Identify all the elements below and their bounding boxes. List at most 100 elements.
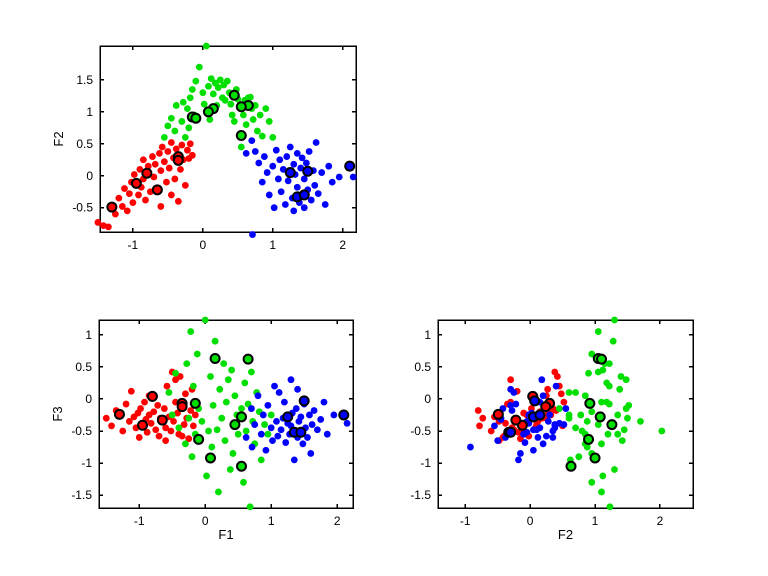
data-point-green <box>264 430 272 438</box>
data-point-blue <box>242 434 250 441</box>
data-point-blue <box>343 419 351 427</box>
data-point-blue <box>248 405 255 412</box>
data-point-green <box>172 102 180 109</box>
data-point-blue <box>274 175 282 183</box>
data-point-red <box>104 223 112 231</box>
y-tick-label: -0.5 <box>410 424 431 438</box>
data-point-blue <box>552 382 560 390</box>
data-point-red <box>507 376 515 384</box>
data-point-red-highlighted <box>146 390 158 402</box>
data-point-green <box>171 127 179 135</box>
data-point-blue-highlighted <box>529 395 541 407</box>
data-point-blue <box>248 137 256 144</box>
data-point-green <box>603 379 611 387</box>
data-point-green <box>625 401 633 409</box>
data-point-green <box>181 134 189 141</box>
data-point-red <box>129 199 137 206</box>
data-point-green-highlighted <box>583 433 595 445</box>
data-point-green <box>242 121 250 129</box>
data-point-red <box>135 434 143 441</box>
data-point-red <box>111 210 119 218</box>
data-point-red <box>102 414 110 422</box>
data-point-blue <box>287 376 295 384</box>
data-point-blue <box>313 426 321 434</box>
data-point-blue <box>507 401 515 409</box>
data-point-blue <box>335 173 343 181</box>
data-point-green-highlighted <box>209 352 221 364</box>
data-point-green <box>575 453 583 461</box>
data-point-green <box>604 430 612 438</box>
data-point-red <box>185 435 193 443</box>
data-point-green <box>192 77 200 85</box>
data-point-blue <box>312 139 320 146</box>
data-point-blue <box>274 432 282 440</box>
data-point-blue <box>325 162 333 170</box>
data-point-blue <box>306 411 313 419</box>
data-point-blue <box>494 437 502 445</box>
data-point-green <box>214 84 222 91</box>
data-point-red <box>162 424 170 432</box>
data-point-green <box>238 405 245 412</box>
data-point-green <box>242 427 250 435</box>
data-point-red <box>544 385 552 393</box>
data-point-blue <box>349 173 357 181</box>
data-point-blue-highlighted <box>298 395 310 407</box>
x-tick-label: -1 <box>134 514 145 528</box>
data-point-red <box>158 143 166 151</box>
data-point-green <box>565 411 573 419</box>
data-point-red <box>94 219 102 226</box>
data-point-green <box>215 488 222 496</box>
data-point-red <box>127 387 135 395</box>
data-point-green <box>202 42 210 50</box>
data-point-green <box>228 111 236 119</box>
data-point-blue <box>515 456 522 464</box>
data-point-red <box>143 428 151 436</box>
data-point-green <box>246 93 254 101</box>
data-point-green <box>618 437 626 445</box>
data-point-green <box>598 440 605 448</box>
data-point-blue <box>270 204 278 212</box>
data-point-red <box>135 191 142 199</box>
data-point-red <box>174 197 182 205</box>
data-point-green <box>555 405 563 412</box>
data-point-green <box>193 350 201 358</box>
data-point-green <box>581 392 589 400</box>
data-point-green <box>572 424 579 432</box>
data-point-green-highlighted <box>190 112 202 124</box>
data-point-blue <box>276 156 284 164</box>
y-tick-label: 1 <box>85 328 92 342</box>
data-point-green <box>227 100 235 108</box>
data-point-blue <box>521 439 529 446</box>
data-point-green <box>207 75 215 82</box>
data-point-blue-highlighted <box>298 189 310 201</box>
data-point-red-highlighted <box>106 201 118 213</box>
data-point-green <box>224 376 232 384</box>
axes-box <box>98 319 354 509</box>
data-point-red <box>149 153 156 160</box>
data-point-red <box>119 427 127 435</box>
data-point-green <box>167 114 175 122</box>
y-tick-label: -1.5 <box>71 488 92 502</box>
data-point-green <box>616 385 624 393</box>
data-point-green <box>216 385 224 393</box>
data-point-green <box>187 328 195 335</box>
data-point-red-highlighted <box>510 414 522 426</box>
data-point-red <box>141 398 148 406</box>
data-point-green <box>239 111 247 119</box>
data-point-blue <box>249 231 256 238</box>
data-point-green <box>216 76 224 84</box>
data-point-blue <box>328 178 336 186</box>
data-point-red <box>160 158 168 166</box>
data-point-green-highlighted <box>589 452 601 464</box>
data-point-green <box>588 408 596 416</box>
data-point-green-highlighted <box>594 411 606 423</box>
data-point-red <box>157 203 165 210</box>
data-point-red <box>139 156 147 164</box>
data-point-blue <box>304 434 311 441</box>
data-point-blue <box>269 437 276 445</box>
data-point-green <box>594 328 602 335</box>
data-point-red <box>557 390 565 398</box>
data-point-blue <box>539 440 547 448</box>
data-point-green <box>265 118 273 125</box>
data-point-blue <box>549 434 557 441</box>
